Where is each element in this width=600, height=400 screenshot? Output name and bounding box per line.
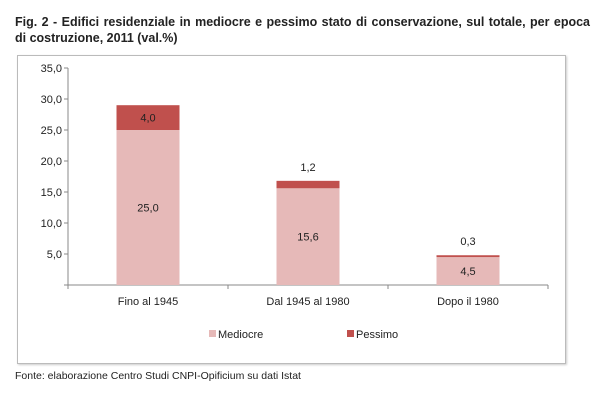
chart-frame — [17, 55, 566, 364]
bar-pessimo — [276, 180, 340, 189]
data-label: 4,5 — [460, 266, 475, 278]
data-label: 0,3 — [460, 236, 475, 248]
bar-mediocre — [436, 257, 500, 285]
y-tick-label: 15,0 — [41, 187, 62, 199]
y-tick-label: 5,0 — [47, 249, 62, 261]
data-label: 25,0 — [137, 203, 158, 215]
x-tick-label: Dopo il 1980 — [437, 296, 499, 308]
data-label: 15,6 — [297, 232, 318, 244]
legend-swatch-pessimo — [347, 330, 354, 337]
x-tick-label: Fino al 1945 — [118, 296, 179, 308]
legend-label: Mediocre — [218, 329, 263, 341]
bar-pessimo — [436, 255, 500, 258]
y-tick-label: 30,0 — [41, 94, 62, 106]
legend-swatch-mediocre — [209, 330, 216, 337]
source-note: Fonte: elaborazione Centro Studi CNPI-Op… — [15, 370, 301, 382]
bar-mediocre — [116, 130, 180, 285]
data-label: 1,2 — [300, 162, 315, 174]
bar-mediocre — [276, 188, 340, 285]
y-tick-label: 35,0 — [41, 63, 62, 75]
y-tick-label: 20,0 — [41, 156, 62, 168]
bar-pessimo — [116, 105, 180, 130]
y-tick-label: 10,0 — [41, 218, 62, 230]
x-tick-label: Dal 1945 al 1980 — [266, 296, 349, 308]
chart-title: Fig. 2 - Edifici residenziale in mediocr… — [15, 15, 590, 45]
y-tick-label: 25,0 — [41, 125, 62, 137]
data-label: 4,0 — [140, 113, 155, 125]
legend-label: Pessimo — [356, 329, 398, 341]
